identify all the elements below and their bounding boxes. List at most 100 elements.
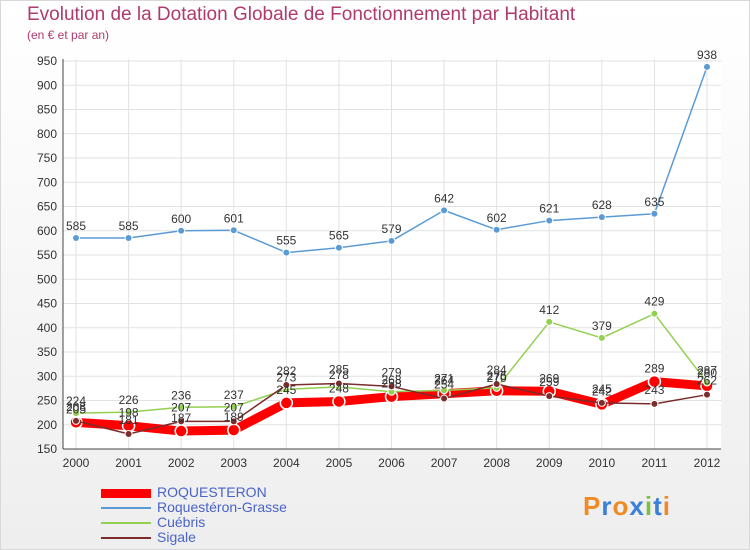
line-chart: 150 200 250 300 350 400 450 500 550 600 650 700 750 8… bbox=[37, 48, 721, 470]
data-label: 285 bbox=[329, 363, 349, 377]
data-point bbox=[72, 234, 80, 243]
data-label: 187 bbox=[171, 411, 191, 425]
data-label: 429 bbox=[644, 295, 664, 309]
data-point bbox=[545, 392, 554, 401]
data-point bbox=[703, 378, 711, 387]
data-label: 245 bbox=[276, 383, 296, 397]
data-point bbox=[72, 409, 80, 418]
data-point bbox=[229, 417, 238, 426]
data-point bbox=[440, 386, 449, 395]
data-label: 271 bbox=[434, 371, 454, 385]
legend-swatch bbox=[101, 507, 151, 509]
data-point bbox=[545, 216, 554, 225]
data-point bbox=[229, 226, 238, 235]
y-tick-label: 950 bbox=[37, 54, 57, 68]
data-label: 270 bbox=[487, 371, 507, 385]
data-label: 412 bbox=[539, 303, 559, 317]
x-tick-label: 2006 bbox=[378, 456, 405, 470]
data-label: 269 bbox=[539, 371, 559, 385]
x-tick-label: 2012 bbox=[694, 456, 721, 470]
data-point bbox=[650, 309, 659, 318]
data-label: 259 bbox=[539, 375, 559, 389]
data-label: 585 bbox=[119, 219, 139, 233]
data-point bbox=[492, 380, 501, 389]
data-point bbox=[650, 209, 659, 218]
data-point bbox=[177, 226, 186, 235]
x-tick-label: 2004 bbox=[273, 456, 300, 470]
x-tick-label: 2000 bbox=[63, 456, 90, 470]
data-point bbox=[124, 408, 133, 417]
data-label: 245 bbox=[592, 382, 612, 396]
data-label: 621 bbox=[539, 202, 559, 216]
y-tick-label: 750 bbox=[37, 151, 57, 165]
data-point bbox=[492, 225, 501, 234]
data-point bbox=[647, 374, 662, 389]
data-label: 284 bbox=[487, 363, 507, 377]
proxiti-logo: Proxiti bbox=[583, 491, 671, 522]
data-label: 237 bbox=[224, 388, 244, 402]
x-tick-label: 2001 bbox=[115, 456, 142, 470]
data-label: 258 bbox=[381, 377, 401, 391]
y-tick-label: 600 bbox=[37, 224, 57, 238]
y-tick-label: 250 bbox=[37, 394, 57, 408]
data-label: 205 bbox=[66, 402, 86, 416]
data-label: 243 bbox=[644, 383, 664, 397]
data-point bbox=[174, 424, 188, 438]
data-label: 635 bbox=[644, 195, 664, 209]
data-label: 208 bbox=[66, 400, 86, 414]
chart-subtitle: (en € et par an) bbox=[27, 28, 110, 42]
data-label: 601 bbox=[224, 211, 244, 225]
legend-swatch bbox=[101, 488, 151, 498]
data-point bbox=[545, 317, 554, 326]
data-point bbox=[387, 382, 396, 391]
data-point bbox=[282, 248, 291, 257]
legend-label: Cuébris bbox=[157, 514, 206, 530]
y-tick-label: 850 bbox=[37, 103, 57, 117]
x-tick-label: 2010 bbox=[588, 456, 615, 470]
data-label: 628 bbox=[592, 198, 612, 212]
logo-text: Proxiti bbox=[583, 491, 671, 521]
data-point bbox=[332, 394, 346, 409]
data-label: 268 bbox=[381, 373, 401, 387]
data-point bbox=[703, 390, 711, 399]
x-tick-label: 2002 bbox=[168, 456, 195, 470]
y-tick-label: 650 bbox=[37, 200, 57, 214]
data-point bbox=[177, 417, 186, 426]
data-point bbox=[597, 213, 606, 222]
data-label: 189 bbox=[224, 410, 244, 424]
data-label: 273 bbox=[276, 370, 296, 384]
data-point bbox=[650, 399, 659, 408]
data-point bbox=[703, 62, 711, 71]
data-point bbox=[72, 416, 80, 425]
y-tick-label: 400 bbox=[37, 321, 57, 335]
data-label: 555 bbox=[276, 234, 296, 248]
data-label: 276 bbox=[487, 369, 507, 383]
data-label: 264 bbox=[434, 374, 454, 388]
data-label: 289 bbox=[644, 362, 664, 376]
data-point bbox=[227, 423, 241, 437]
data-point bbox=[440, 206, 449, 215]
data-point bbox=[597, 333, 606, 342]
y-tick-label: 500 bbox=[37, 272, 57, 286]
data-point bbox=[124, 234, 133, 243]
y-tick-label: 300 bbox=[37, 369, 57, 383]
data-label: 262 bbox=[697, 374, 717, 388]
y-tick-label: 900 bbox=[37, 78, 57, 92]
data-label: 236 bbox=[171, 388, 191, 402]
data-label: 280 bbox=[697, 366, 717, 380]
data-label: 248 bbox=[329, 381, 349, 395]
x-tick-label: 2007 bbox=[431, 456, 458, 470]
data-label: 287 bbox=[697, 364, 717, 378]
data-label: 242 bbox=[592, 384, 612, 398]
legend-label: Sigale bbox=[157, 529, 196, 545]
data-label: 224 bbox=[66, 394, 86, 408]
data-point bbox=[124, 429, 133, 438]
data-label: 600 bbox=[171, 212, 191, 226]
data-label: 279 bbox=[381, 365, 401, 379]
legend-label: ROQUESTERON bbox=[157, 484, 267, 500]
legend-swatch bbox=[101, 537, 151, 539]
chart-title: Evolution de la Dotation Globale de Fonc… bbox=[27, 4, 576, 25]
y-tick-label: 150 bbox=[37, 442, 57, 456]
data-point bbox=[334, 379, 343, 388]
